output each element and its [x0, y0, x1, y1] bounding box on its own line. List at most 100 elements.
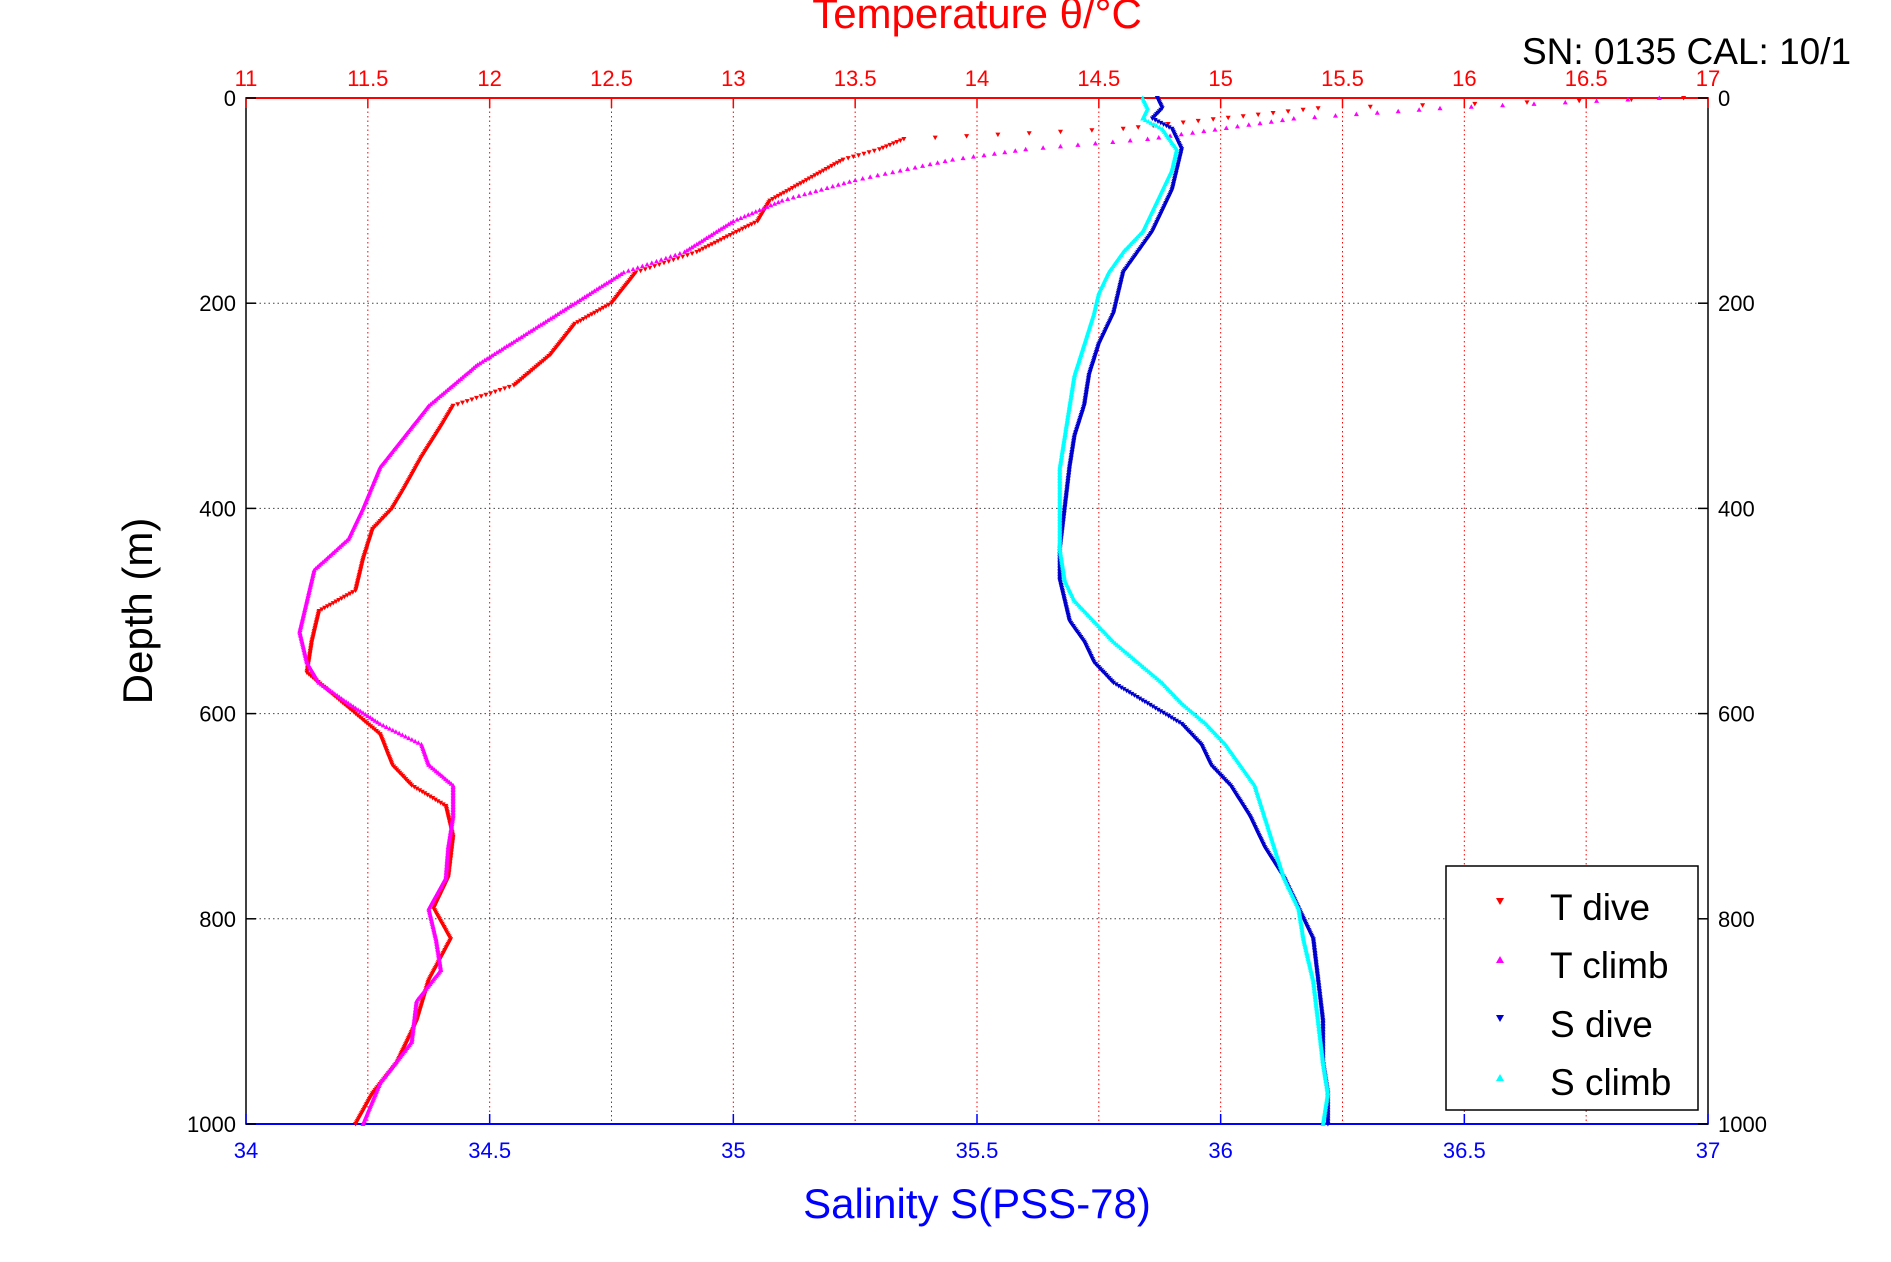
data-point — [630, 266, 636, 272]
data-point — [727, 233, 733, 238]
data-point — [604, 280, 610, 286]
data-point — [1210, 117, 1216, 122]
data-point — [1111, 680, 1116, 686]
data-point — [492, 389, 498, 395]
data-point — [845, 156, 851, 161]
data-point — [618, 271, 624, 276]
data-point — [1131, 693, 1137, 698]
data-point — [339, 596, 345, 601]
data-point — [597, 307, 603, 312]
data-point — [455, 402, 461, 407]
data-point — [728, 220, 734, 225]
data-point — [1201, 128, 1207, 134]
legend-item-t-climb: T climb — [1496, 945, 1669, 986]
data-point — [478, 394, 484, 399]
data-point — [521, 333, 527, 338]
data-point — [1656, 95, 1662, 100]
data-point — [718, 226, 724, 231]
data-point — [1160, 710, 1166, 716]
data-point — [1145, 701, 1151, 706]
data-point — [611, 276, 617, 281]
data-point — [360, 1121, 366, 1126]
data-point — [482, 357, 488, 363]
data-point — [775, 199, 781, 205]
data-point — [835, 182, 841, 187]
data-point — [1002, 149, 1008, 155]
data-point — [861, 151, 867, 157]
data-point — [372, 718, 378, 723]
temperature-tick-label: 14 — [965, 66, 989, 91]
data-point — [820, 168, 826, 174]
legend-label-t-dive: T dive — [1550, 887, 1650, 928]
data-point — [526, 329, 532, 335]
data-point — [565, 305, 571, 310]
data-point — [535, 323, 541, 329]
data-point — [1163, 123, 1169, 129]
data-point — [790, 194, 796, 200]
data-point — [809, 174, 815, 180]
depth-tick-label-left: 400 — [199, 496, 236, 521]
data-point — [894, 140, 900, 145]
data-point — [594, 309, 600, 314]
data-point — [1320, 1121, 1326, 1126]
data-point — [850, 154, 856, 160]
data-point — [390, 727, 396, 733]
data-point — [1040, 145, 1046, 150]
data-point — [489, 353, 495, 358]
data-point — [802, 191, 808, 197]
data-point — [1118, 685, 1124, 691]
data-point — [691, 243, 697, 248]
data-point — [1143, 117, 1148, 122]
data-point — [837, 159, 843, 164]
data-point — [348, 702, 354, 707]
data-point — [603, 304, 609, 309]
temperature-tick-label: 13 — [721, 66, 745, 91]
data-point — [1092, 140, 1098, 146]
data-point — [852, 177, 858, 183]
data-point — [711, 230, 717, 236]
data-point — [803, 178, 809, 183]
data-point — [318, 681, 324, 687]
data-point — [353, 588, 359, 593]
data-point — [464, 399, 470, 404]
data-point — [723, 223, 729, 228]
data-point — [1113, 682, 1119, 687]
data-point — [1235, 123, 1240, 129]
data-point — [606, 302, 612, 308]
data-point — [606, 279, 612, 284]
legend-marker-s-climb — [1496, 1074, 1504, 1081]
data-point — [370, 716, 376, 722]
legend-item-s-climb: S climb — [1496, 1062, 1671, 1103]
depth-tick-label-right: 200 — [1718, 291, 1755, 316]
data-point — [778, 192, 784, 197]
data-point — [901, 137, 907, 142]
data-point — [1150, 704, 1156, 709]
data-point — [474, 395, 479, 401]
legend-label-s-climb: S climb — [1550, 1062, 1671, 1103]
data-point — [638, 268, 644, 274]
data-point — [1594, 98, 1600, 103]
data-point — [469, 397, 475, 402]
data-point — [656, 262, 662, 267]
data-point — [511, 339, 517, 344]
data-point — [1163, 712, 1169, 717]
data-point — [1240, 114, 1246, 119]
data-point — [545, 317, 551, 323]
data-point — [708, 232, 714, 237]
data-point — [367, 715, 373, 720]
data-point — [960, 155, 966, 161]
data-point — [823, 167, 829, 172]
data-point — [1152, 706, 1158, 711]
data-point — [812, 173, 818, 178]
data-point — [477, 360, 483, 366]
data-point — [1155, 707, 1161, 713]
data-point — [570, 302, 575, 307]
data-point — [696, 240, 702, 245]
data-point — [736, 228, 742, 233]
data-point — [1223, 125, 1229, 130]
data-point — [499, 346, 505, 352]
data-point — [753, 209, 759, 214]
data-point — [350, 704, 356, 709]
data-point — [514, 337, 519, 343]
data-point — [330, 601, 336, 606]
